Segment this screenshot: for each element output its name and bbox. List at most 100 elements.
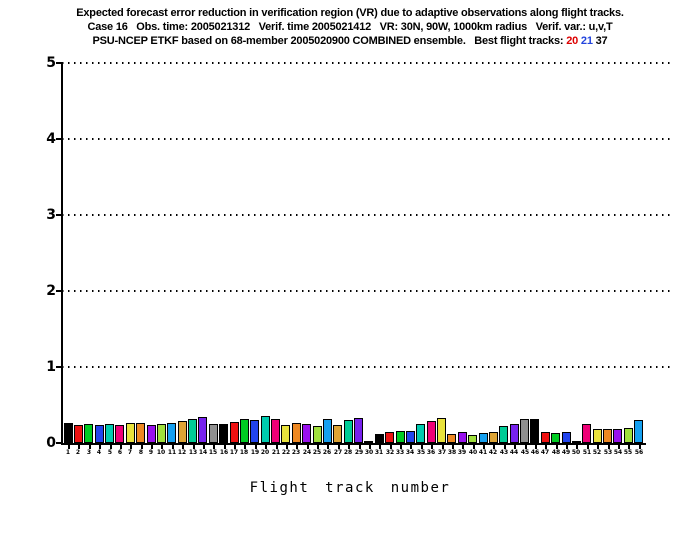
bar-flight-track-10 <box>157 424 166 443</box>
bar-flight-track-46 <box>530 419 539 443</box>
x-tick-56 <box>639 445 641 449</box>
x-tick-label-34: 34 <box>405 449 415 456</box>
x-tick-27 <box>338 445 340 449</box>
gridline-y-1 <box>62 366 674 368</box>
x-tick-33 <box>400 445 402 449</box>
bar-flight-track-33 <box>396 431 405 443</box>
x-tick-21 <box>276 445 278 449</box>
y-tick-label-3: 3 <box>46 207 56 223</box>
bar-flight-track-3 <box>84 424 93 443</box>
x-tick-label-44: 44 <box>509 449 519 456</box>
x-tick-label-5: 5 <box>107 449 113 456</box>
bar-flight-track-16 <box>219 424 228 443</box>
x-tick-34 <box>410 445 412 449</box>
x-tick-31 <box>379 445 381 449</box>
x-tick-28 <box>348 445 350 449</box>
bar-flight-track-27 <box>333 425 342 443</box>
bar-flight-track-14 <box>198 417 207 443</box>
bar-flight-track-6 <box>115 425 124 443</box>
x-tick-14 <box>203 445 205 449</box>
bar-flight-track-45 <box>520 419 529 443</box>
bar-flight-track-53 <box>603 429 612 443</box>
y-tick-label-1: 1 <box>46 359 56 375</box>
x-tick-label-52: 52 <box>592 449 602 456</box>
gridline-y-4 <box>62 138 674 140</box>
y-tick-label-5: 5 <box>46 55 56 71</box>
x-tick-42 <box>493 445 495 449</box>
x-tick-label-10: 10 <box>156 449 166 456</box>
chart-subtitle2: PSU-NCEP ETKF based on 68-member 2005020… <box>0 35 700 47</box>
x-tick-51 <box>587 445 589 449</box>
best-track-20: 20 <box>566 35 579 47</box>
x-tick-label-37: 37 <box>437 449 447 456</box>
x-tick-49 <box>566 445 568 449</box>
bar-flight-track-29 <box>354 418 363 443</box>
x-tick-label-14: 14 <box>198 449 208 456</box>
bar-flight-track-54 <box>613 429 622 443</box>
x-tick-39 <box>462 445 464 449</box>
x-tick-label-53: 53 <box>603 449 613 456</box>
bar-flight-track-7 <box>126 423 135 443</box>
bar-flight-track-38 <box>447 434 456 443</box>
x-tick-label-49: 49 <box>561 449 571 456</box>
x-tick-11 <box>172 445 174 449</box>
x-tick-label-47: 47 <box>540 449 550 456</box>
x-tick-13 <box>193 445 195 449</box>
bar-flight-track-22 <box>281 425 290 443</box>
x-tick-44 <box>514 445 516 449</box>
x-tick-25 <box>317 445 319 449</box>
bar-flight-track-55 <box>624 428 633 443</box>
chart-subtitle: Case 16 Obs. time: 2005021312 Verif. tim… <box>87 21 613 33</box>
x-tick-label-54: 54 <box>613 449 623 456</box>
x-tick-35 <box>421 445 423 449</box>
gridline-y-2 <box>62 290 674 292</box>
x-tick-30 <box>369 445 371 449</box>
bar-flight-track-18 <box>240 419 249 443</box>
x-tick-43 <box>504 445 506 449</box>
x-tick-label-36: 36 <box>426 449 436 456</box>
x-tick-label-23: 23 <box>291 449 301 456</box>
x-tick-label-26: 26 <box>322 449 332 456</box>
x-tick-32 <box>390 445 392 449</box>
x-axis-line <box>61 443 646 445</box>
x-tick-9 <box>151 445 153 449</box>
x-tick-label-48: 48 <box>551 449 561 456</box>
bar-flight-track-9 <box>147 425 156 443</box>
x-tick-36 <box>431 445 433 449</box>
bar-flight-track-23 <box>292 423 301 443</box>
x-tick-5 <box>110 445 112 449</box>
x-tick-41 <box>483 445 485 449</box>
bar-flight-track-42 <box>489 432 498 443</box>
x-tick-48 <box>556 445 558 449</box>
y-tick-label-0: 0 <box>46 435 56 451</box>
bar-flight-track-20 <box>261 416 270 443</box>
x-tick-22 <box>286 445 288 449</box>
bar-flight-track-1 <box>64 423 73 443</box>
x-tick-label-3: 3 <box>86 449 92 456</box>
x-axis-title: Flight track number <box>249 480 451 496</box>
x-tick-17 <box>234 445 236 449</box>
bar-flight-track-13 <box>188 419 197 443</box>
x-tick-47 <box>545 445 547 449</box>
bar-flight-track-48 <box>551 433 560 443</box>
x-tick-7 <box>130 445 132 449</box>
x-tick-52 <box>597 445 599 449</box>
y-tick-0 <box>56 442 62 444</box>
bar-flight-track-40 <box>468 435 477 443</box>
x-tick-label-45: 45 <box>520 449 530 456</box>
bar-flight-track-43 <box>499 426 508 443</box>
y-tick-5 <box>56 62 62 64</box>
x-tick-label-1: 1 <box>65 449 71 456</box>
x-tick-1 <box>68 445 70 449</box>
bar-flight-track-30 <box>364 441 373 443</box>
x-tick-15 <box>213 445 215 449</box>
x-tick-38 <box>452 445 454 449</box>
y-tick-label-2: 2 <box>46 283 56 299</box>
bar-flight-track-28 <box>344 420 353 443</box>
x-tick-label-32: 32 <box>385 449 395 456</box>
x-tick-label-41: 41 <box>478 449 488 456</box>
x-tick-8 <box>141 445 143 449</box>
x-tick-label-11: 11 <box>167 449 177 456</box>
x-tick-label-42: 42 <box>488 449 498 456</box>
x-tick-40 <box>473 445 475 449</box>
